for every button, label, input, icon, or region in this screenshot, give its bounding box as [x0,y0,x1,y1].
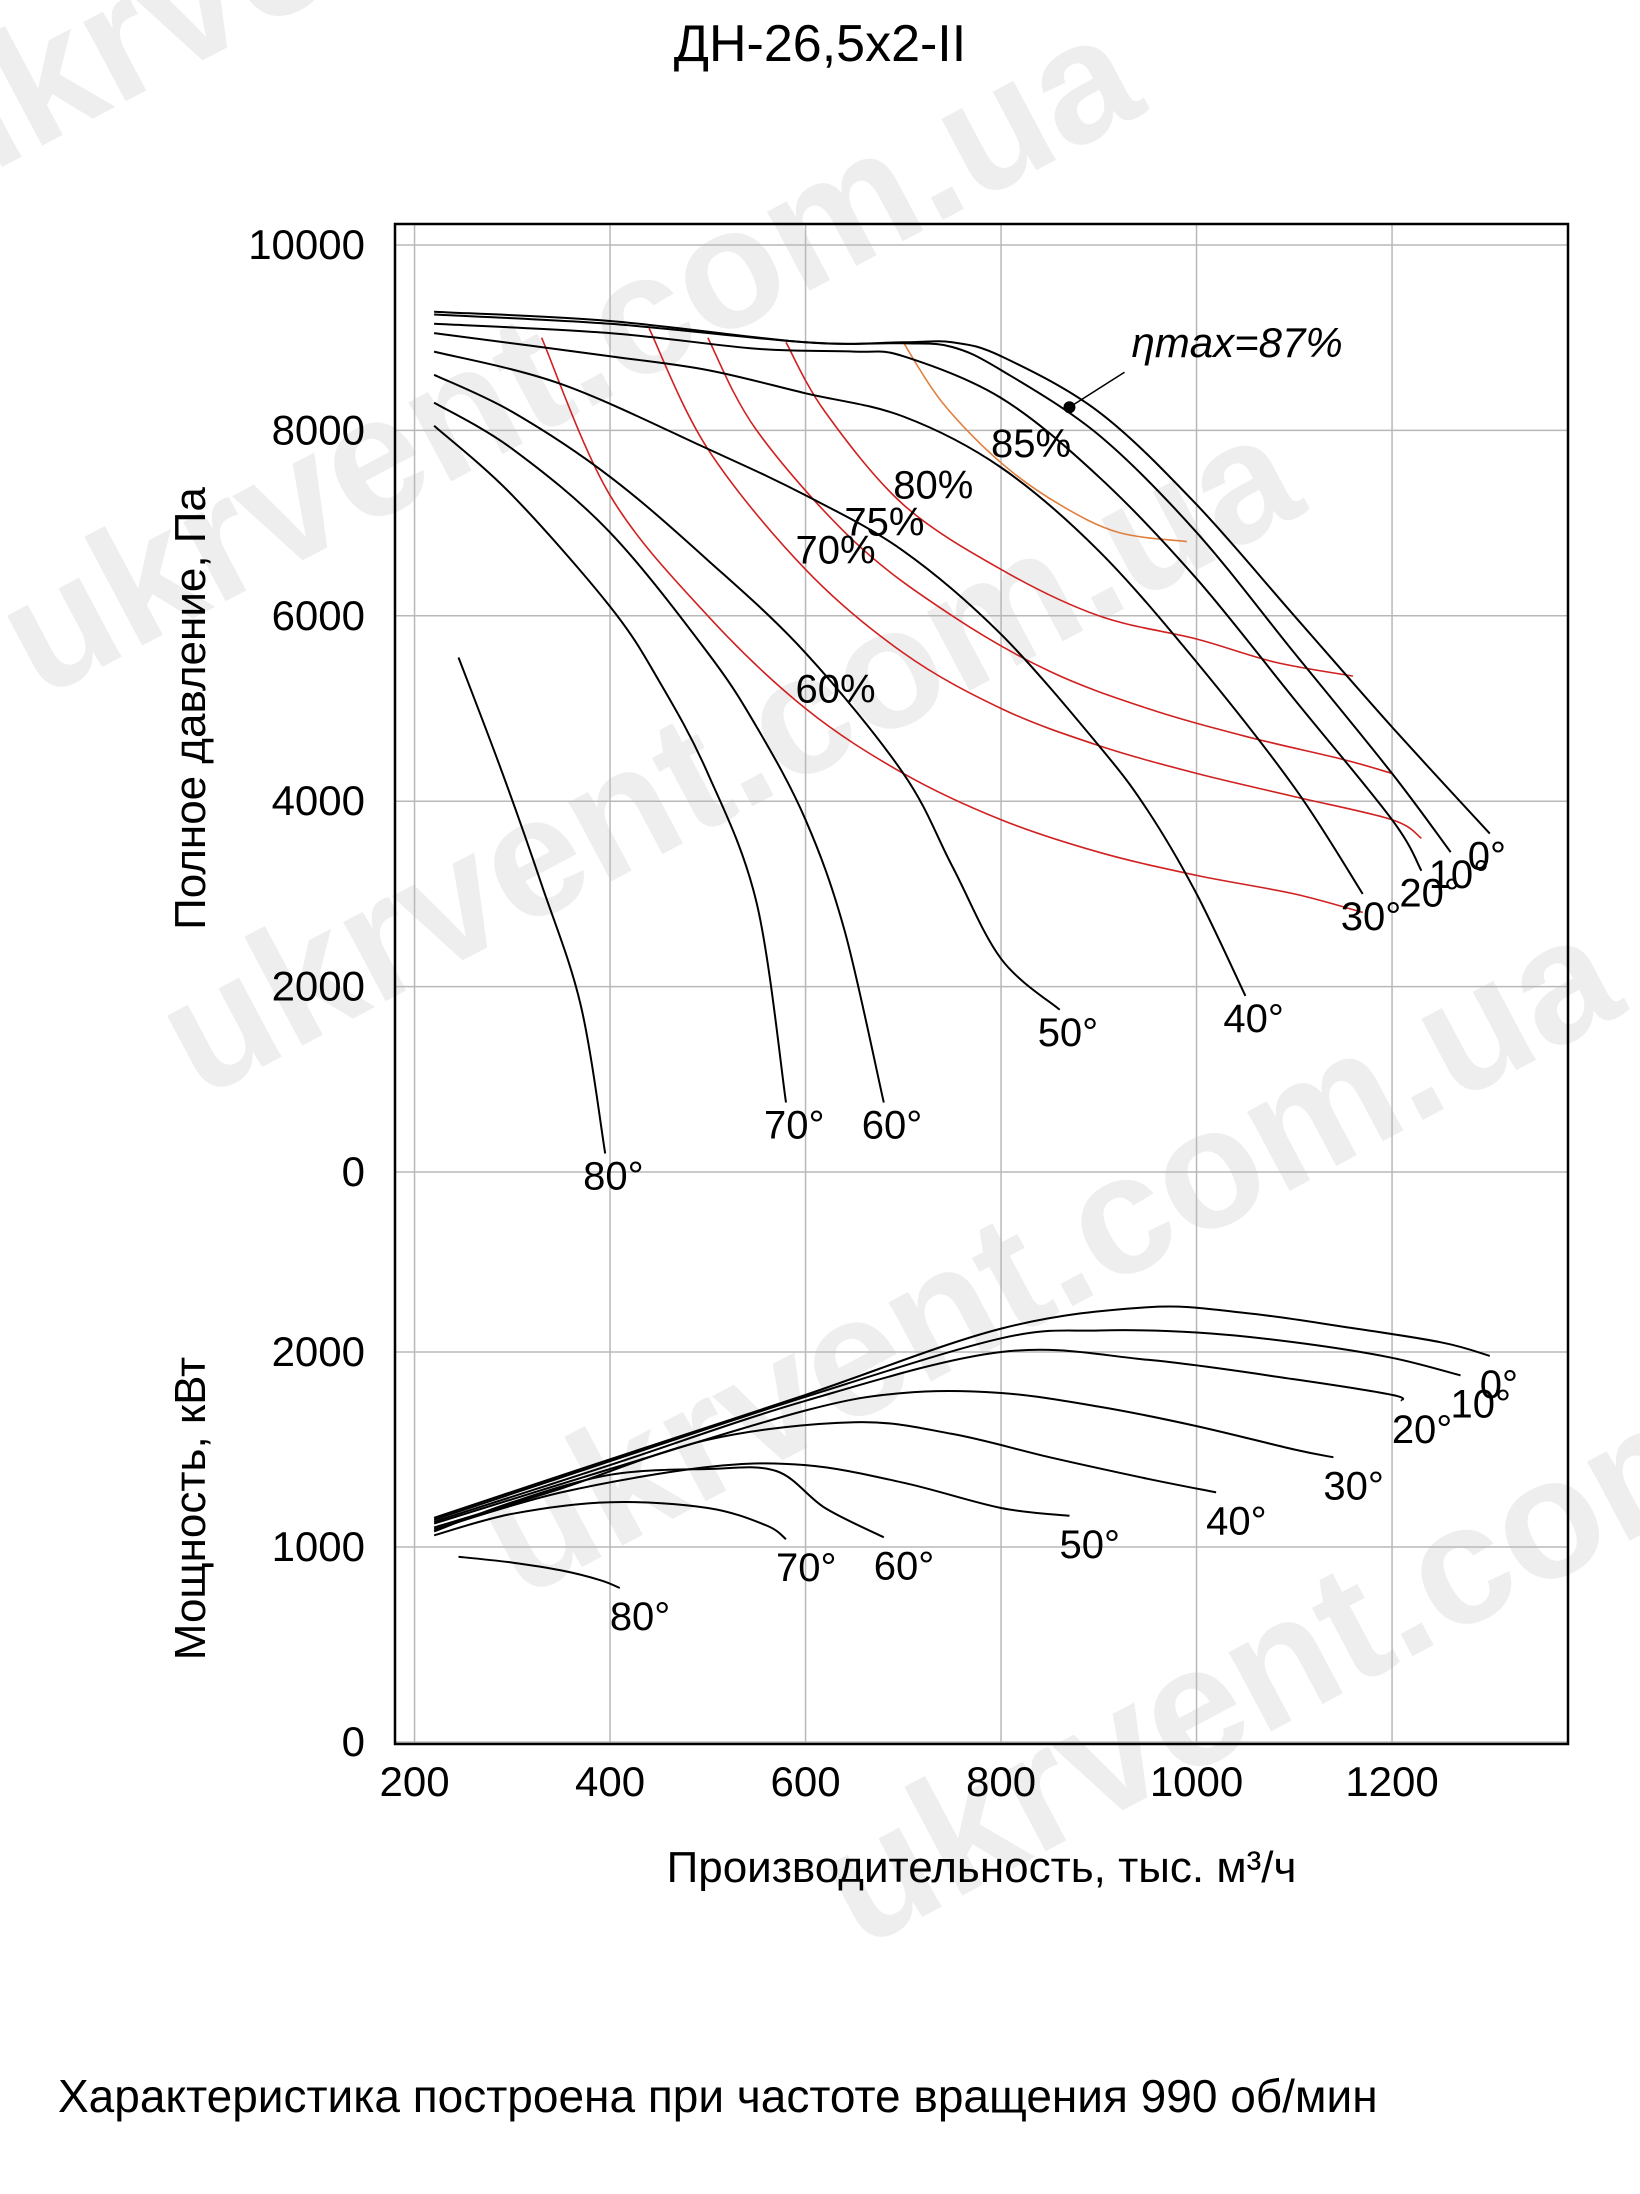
pressure-curve-80deg [457,657,607,1154]
power-y-tick-label: 0 [342,1718,365,1765]
power-curve-30deg [433,1390,1334,1525]
axes: 200 400 600 800 1000 1200 0 2000 4000 6000 8000 100… [166,221,1570,1892]
plot-frame [393,222,1570,1746]
pressure-curve-50deg [433,373,1061,1011]
power-curve-50deg [433,1462,1070,1531]
x-tick-label: 1200 [1345,1758,1438,1805]
efficiency-curve-70 [648,328,1422,839]
pressure-curve-label: 40° [1223,997,1284,1041]
efficiency-label: 75% [844,501,924,545]
pressure-curve-40deg [433,350,1247,997]
pressure-y-tick-label: 4000 [272,777,365,824]
power-curve-label: 70° [776,1546,837,1590]
x-tick-label: 800 [966,1758,1036,1805]
power-curve-label: 20° [1392,1408,1453,1452]
efficiency-label: 60% [796,668,876,712]
efficiency-label: 80% [893,464,973,508]
power-curve-40deg [433,1421,1217,1529]
efficiency-curve-75 [707,337,1393,775]
pressure-curve-label: 10° [1429,853,1490,897]
pressure-y-tick-label: 2000 [272,963,365,1010]
eta-max-leader [1069,371,1125,408]
chart-title: ДН-26,5х2-II [673,15,967,73]
power-curve-label: 0° [1480,1363,1518,1407]
pressure-curve-label: 60° [862,1103,923,1147]
power-curve-label: 80° [610,1595,671,1639]
pressure-y-tick-label: 8000 [272,406,365,453]
pressure-curve-60deg [433,401,885,1103]
power-curve-60deg [433,1466,885,1539]
pressure-curve-label: 70° [764,1103,825,1147]
pressure-curve-label: 20° [1399,872,1460,916]
pressure-curve-label: 30° [1341,895,1402,939]
x-tick-label: 400 [575,1758,645,1805]
grid [395,224,1568,1744]
power-curve-70deg [433,1501,787,1541]
power-y-tick-label: 2000 [272,1328,365,1375]
pressure-curve-label: 80° [583,1154,644,1198]
efficiency-curve-85 [902,341,1187,543]
power-curve-0deg [433,1305,1491,1519]
power-curve-label: 30° [1323,1464,1384,1508]
pressure-curve-20deg [434,322,1423,872]
power-curve-80deg [458,1555,621,1589]
watermark: ukrvent.com.uaukrvent.com.uaukrvent.com.… [0,0,1640,1983]
chart-note: Характеристика построена при частоте вра… [58,2070,1378,2122]
pressure-curve-label: 0° [1468,835,1506,879]
power-curve-10deg [433,1329,1461,1521]
power-curve-label: 10° [1450,1382,1511,1426]
pressure-curve-30deg [433,332,1364,895]
x-axis-label: Производительность, тыс. м³/ч [667,1843,1297,1892]
power-curve-label: 60° [874,1544,935,1588]
pressure-y-tick-label: 6000 [272,592,365,639]
efficiency-label: 85% [991,422,1071,466]
x-tick-label: 200 [380,1758,450,1805]
pressure-curve-label: 50° [1038,1011,1099,1055]
pressure-curve-0deg [434,310,1491,835]
pressure-panel: 0°10°20°30° 40° 50° 60° 70° 80° 60% 70%75%80% 85… [433,310,1506,1198]
efficiency-curve-60 [540,337,1363,914]
eta-max-label: ηmax=87% [1131,319,1342,366]
x-tick-label: 1000 [1150,1758,1243,1805]
pressure-axis-label: Полное давление, Па [166,487,215,930]
efficiency-label: 70% [796,528,876,572]
pressure-y-tick-label: 0 [342,1148,365,1195]
power-y-tick-label: 1000 [272,1523,365,1570]
power-axis-label: Мощность, кВт [166,1357,215,1660]
power-panel: 0°10°20°30° 40° 50° 60° 70° 80° [433,1305,1518,1639]
power-curve-label: 40° [1206,1499,1267,1543]
x-tick-label: 600 [771,1758,841,1805]
efficiency-curve-80 [785,341,1354,677]
pressure-curve-70deg [433,425,787,1103]
power-curve-label: 50° [1059,1523,1120,1567]
pressure-curve-10deg [434,313,1452,853]
power-curve-20deg [433,1348,1405,1523]
pressure-y-tick-label: 10000 [248,221,365,268]
